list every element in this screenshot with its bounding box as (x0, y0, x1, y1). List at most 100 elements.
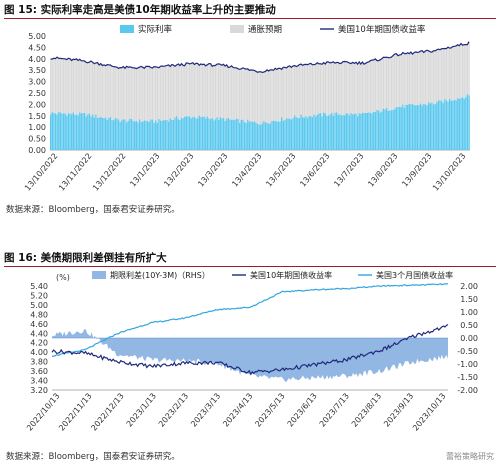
inflation-expectation-bar (153, 66, 155, 123)
real-rate-bar (281, 117, 283, 150)
y-left-tick-label: 4.60 (30, 320, 48, 329)
inflation-expectation-bar (106, 64, 108, 120)
inflation-expectation-bar (90, 61, 92, 117)
inflation-expectation-bar (345, 61, 347, 114)
real-rate-bar (356, 116, 359, 150)
real-rate-bar (463, 98, 465, 150)
fig15-title: 实际利率走高是美债10年期收益率上升的主要推动 (40, 4, 276, 16)
y-tick-label: 2.00 (28, 100, 46, 109)
real-rate-bar (198, 115, 200, 150)
real-rate-bar (51, 112, 53, 150)
inflation-expectation-bar (368, 61, 370, 113)
inflation-expectation-bar (82, 60, 84, 113)
inflation-expectation-bar (440, 48, 443, 101)
inflation-expectation-bar (192, 62, 194, 118)
real-rate-bar (169, 118, 171, 150)
real-rate-bar (87, 114, 89, 150)
real-rate-bar (153, 122, 155, 150)
real-rate-bar (113, 120, 115, 150)
inflation-expectation-bar (53, 58, 55, 113)
real-rate-bar (155, 120, 157, 150)
inflation-expectation-bar (466, 44, 469, 95)
inflation-expectation-bar (75, 58, 78, 115)
x-tick-label: 13/10/2022 (23, 152, 60, 193)
y-left-tick-label: 4.20 (30, 339, 48, 348)
x-tick-label: 2022/10/13 (25, 392, 62, 433)
inflation-expectation-bar (402, 52, 404, 105)
real-rate-bar (266, 122, 268, 150)
real-rate-bar (182, 118, 184, 150)
inflation-expectation-bar (258, 71, 260, 125)
inflation-expectation-bar (124, 68, 126, 120)
inflation-expectation-bar (460, 43, 462, 98)
inflation-expectation-bar (230, 65, 233, 120)
real-rate-bar (437, 100, 440, 150)
real-rate-bar (449, 98, 451, 150)
real-rate-bar (360, 113, 362, 150)
real-rate-bar (465, 96, 467, 150)
legend-label-0: 期限利差(10Y-3M)（RHS） (110, 270, 210, 280)
real-rate-bar (205, 118, 207, 150)
real-rate-bar (374, 111, 377, 150)
real-rate-bar (145, 120, 147, 150)
inflation-expectation-bar (356, 64, 359, 117)
y-right-tick-label: -1.50 (457, 373, 478, 382)
real-rate-bar (292, 117, 294, 150)
inflation-expectation-bar (250, 69, 252, 122)
inflation-expectation-bar (461, 45, 464, 98)
real-rate-bar (352, 114, 354, 150)
inflation-expectation-bar (95, 62, 97, 115)
real-rate-bar (415, 105, 417, 150)
inflation-expectation-bar (143, 68, 146, 121)
real-rate-bar (260, 124, 262, 150)
real-rate-bar (332, 115, 335, 150)
inflation-expectation-bar (116, 67, 118, 119)
real-rate-bar (350, 113, 352, 150)
real-rate-bar (335, 112, 338, 150)
real-rate-bar (429, 103, 431, 150)
real-rate-bar (138, 119, 141, 150)
inflation-expectation-bar (408, 53, 410, 104)
inflation-expectation-bar (381, 58, 383, 112)
x-tick-label: 2023/3/13 (189, 392, 222, 429)
inflation-expectation-bar (377, 60, 380, 111)
inflation-expectation-bar (418, 52, 420, 105)
inflation-expectation-bar (132, 67, 134, 121)
fig16-source: 数据来源：Bloomberg，国泰君安证券研究。 (6, 452, 180, 462)
inflation-expectation-bar (384, 57, 386, 110)
real-rate-bar (313, 114, 315, 150)
real-rate-bar (468, 95, 470, 150)
real-rate-bar (245, 123, 247, 150)
inflation-expectation-bar (155, 66, 157, 121)
real-rate-bar (197, 118, 199, 150)
real-rate-bar (247, 119, 249, 150)
real-rate-bar (74, 114, 76, 150)
inflation-expectation-bar (413, 52, 415, 105)
inflation-expectation-bar (109, 64, 112, 117)
inflation-expectation-bar (260, 71, 262, 125)
real-rate-bar (405, 104, 407, 150)
y-tick-label: 5.00 (28, 32, 46, 41)
inflation-expectation-bar (235, 67, 238, 119)
real-rate-bar (411, 103, 414, 150)
inflation-expectation-bar (411, 54, 414, 104)
real-rate-bar (116, 118, 118, 150)
inflation-expectation-bar (264, 71, 267, 123)
real-rate-bar (179, 119, 181, 150)
real-rate-bar (177, 119, 179, 150)
real-rate-bar (64, 113, 66, 150)
inflation-expectation-bar (187, 63, 189, 117)
x-tick-label: 13/2/2023 (162, 152, 195, 189)
x-tick-label: 2022/11/13 (57, 392, 94, 433)
real-rate-bar (67, 113, 70, 150)
real-rate-bar (413, 104, 415, 150)
inflation-expectation-bar (292, 66, 294, 118)
inflation-expectation-bar (339, 63, 341, 115)
inflation-expectation-bar (239, 69, 241, 123)
real-rate-bar (192, 117, 194, 150)
real-rate-bar (450, 100, 452, 150)
real-rate-bar (358, 113, 360, 150)
y-tick-label: 2.50 (28, 89, 46, 98)
inflation-expectation-bar (269, 69, 272, 124)
inflation-expectation-bar (150, 67, 152, 120)
